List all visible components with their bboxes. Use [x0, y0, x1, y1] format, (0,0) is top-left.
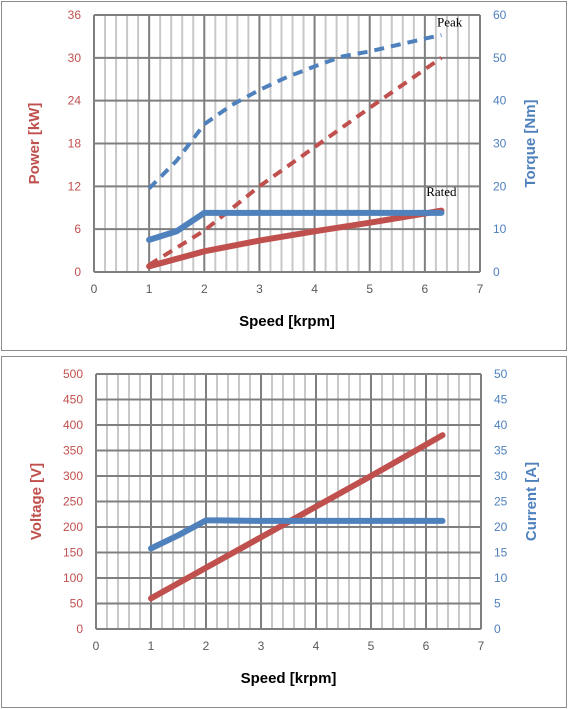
y-right-tick-label: 50	[494, 367, 508, 381]
y-right-tick-label: 5	[494, 597, 501, 611]
grid	[95, 373, 482, 630]
y-left-tick-label: 50	[70, 597, 84, 611]
x-axis-title: Speed [krpm]	[241, 670, 337, 687]
x-tick-label: 3	[256, 282, 263, 296]
x-tick-label: 4	[311, 282, 318, 296]
annotation-peak: Peak	[437, 15, 463, 30]
y-right-axis-title: Torque [Nm]	[522, 99, 539, 187]
x-tick-label: 2	[203, 639, 210, 653]
y-right-tick-label: 25	[494, 495, 508, 509]
y-left-axis-title: Power [kW]	[26, 103, 43, 185]
y-right-tick-label: 15	[494, 546, 508, 560]
x-tick-label: 7	[478, 639, 485, 653]
y-right-tick-label: 10	[493, 222, 507, 236]
grid	[93, 14, 481, 273]
y-left-tick-label: 300	[63, 469, 83, 483]
series-right-solid-blue-line	[148, 517, 446, 552]
y-left-tick-label: 0	[74, 265, 81, 279]
y-right-tick-label: 45	[494, 393, 508, 407]
series-right-solid-blue-line	[146, 209, 445, 243]
x-tick-label: 7	[477, 282, 484, 296]
x-tick-label: 0	[91, 282, 98, 296]
y-right-tick-label: 20	[494, 520, 508, 534]
y-left-tick-label: 30	[68, 51, 82, 65]
y-left-tick-label: 100	[63, 571, 83, 585]
y-right-tick-label: 60	[493, 8, 507, 22]
y-left-tick-label: 6	[74, 222, 81, 236]
y-left-tick-label: 18	[68, 137, 82, 151]
y-right-tick-label: 0	[493, 265, 500, 279]
y-left-tick-label: 250	[63, 495, 83, 509]
y-left-tick-label: 36	[68, 8, 82, 22]
y-left-axis-title: Voltage [V]	[28, 463, 45, 540]
power-torque-chart-panel: 0 1 2 3 4 5 6 7 0 6 12 18 24 30 36 0 10 20 30 40 50 60 Speed […	[1, 1, 567, 351]
series-right-dashed-blue-line	[147, 33, 442, 190]
y-right-tick-label: 10	[494, 571, 508, 585]
y-right-tick-label: 20	[493, 179, 507, 193]
y-right-axis-title: Current [A]	[523, 462, 540, 541]
voltage-current-chart-panel: 0 1 2 3 4 5 6 7 0 50 100 150 200 250 300 350 400 450 500 0 5…	[1, 356, 567, 708]
y-left-tick-label: 350	[63, 444, 83, 458]
x-tick-label: 5	[368, 639, 375, 653]
x-tick-label: 1	[148, 639, 155, 653]
y-right-tick-label: 0	[494, 622, 501, 636]
y-left-tick-label: 450	[63, 393, 83, 407]
x-tick-label: 4	[313, 639, 320, 653]
x-tick-label: 1	[146, 282, 153, 296]
x-axis-title: Speed [krpm]	[239, 313, 335, 330]
x-tick-label: 6	[422, 282, 429, 296]
y-left-tick-label: 0	[76, 622, 83, 636]
y-right-tick-label: 40	[493, 94, 507, 108]
y-left-tick-label: 200	[63, 520, 83, 534]
y-right-tick-label: 30	[494, 469, 508, 483]
x-tick-label: 6	[423, 639, 430, 653]
y-left-tick-label: 150	[63, 546, 83, 560]
series-left-dashed-red-line	[148, 56, 443, 267]
annotation-rated: Rated	[426, 184, 457, 199]
voltage-current-chart: 0 1 2 3 4 5 6 705010015020025030035040045050005…	[28, 367, 540, 687]
y-left-tick-label: 12	[68, 179, 82, 193]
y-left-tick-label: 400	[63, 418, 83, 432]
y-right-tick-label: 40	[494, 418, 508, 432]
x-tick-label: 5	[366, 282, 373, 296]
y-right-tick-label: 30	[493, 137, 507, 151]
y-right-tick-label: 50	[493, 51, 507, 65]
y-left-tick-label: 500	[63, 367, 83, 381]
y-left-tick-label: 24	[68, 94, 82, 108]
x-tick-label: 2	[201, 282, 208, 296]
x-tick-label: 0	[93, 639, 100, 653]
y-right-tick-label: 35	[494, 444, 508, 458]
x-tick-label: 3	[258, 639, 265, 653]
